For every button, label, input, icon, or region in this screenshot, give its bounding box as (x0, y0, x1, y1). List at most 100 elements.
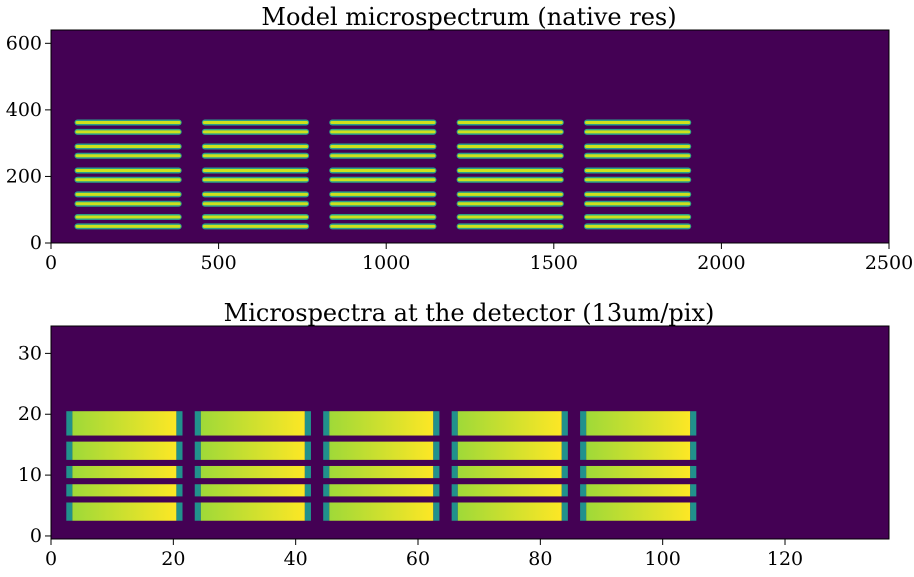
top-x-tick-label: 2500 (865, 252, 913, 274)
detector-edge-pixel (323, 502, 330, 521)
spectral-line (75, 144, 181, 148)
spectral-line (202, 168, 309, 172)
spectral-line (202, 121, 309, 125)
spectral-line (457, 154, 563, 158)
detector-edge-pixel (176, 484, 183, 497)
spectral-line (202, 192, 309, 196)
top-plot-title: Model microspectrum (native res) (261, 3, 676, 31)
bottom-y-tick-label: 20 (18, 403, 42, 425)
detector-edge-pixel (323, 411, 330, 436)
detector-edge-pixel (580, 411, 587, 436)
detector-edge-pixel (451, 441, 458, 460)
spectral-line (584, 178, 691, 182)
top-x-tick-label: 1500 (530, 252, 578, 274)
detector-spectrum-block (200, 502, 305, 521)
detector-edge-pixel (304, 411, 311, 436)
detector-edge-pixel (690, 411, 697, 436)
top-x-tick-label: 1000 (362, 252, 410, 274)
detector-spectrum-block (329, 411, 434, 436)
spectral-line (457, 121, 563, 125)
detector-edge-pixel (580, 465, 587, 479)
detector-edge-pixel (690, 441, 697, 460)
spectral-line (457, 215, 563, 219)
detector-edge-pixel (561, 484, 568, 497)
bottom-x-tick-label: 120 (767, 548, 803, 570)
detector-edge-pixel (176, 465, 183, 479)
detector-spectrum-block (72, 411, 177, 436)
detector-edge-pixel (561, 411, 568, 436)
bottom-y-tick-label: 0 (30, 525, 42, 547)
detector-edge-pixel (194, 465, 201, 479)
detector-edge-pixel (580, 441, 587, 460)
detector-spectrum-block (329, 484, 434, 497)
bottom-x-tick-label: 0 (45, 548, 57, 570)
spectral-line (75, 178, 181, 182)
spectral-line (584, 224, 691, 228)
spectral-line (75, 168, 181, 172)
spectral-line (330, 121, 436, 125)
detector-edge-pixel (433, 441, 440, 460)
spectral-line (584, 168, 691, 172)
detector-edge-pixel (304, 484, 311, 497)
detector-spectrum-block (329, 441, 434, 460)
spectral-line (330, 144, 436, 148)
spectral-line (202, 202, 309, 206)
bottom-x-tick-label: 40 (284, 548, 308, 570)
spectral-line (330, 168, 436, 172)
bottom-plot-title: Microspectra at the detector (13um/pix) (224, 299, 715, 327)
bottom-plot: 0 20 40 60 80 100 120 0 10 20 30 (18, 325, 890, 570)
spectral-line (330, 130, 436, 134)
spectral-line (584, 121, 691, 125)
detector-edge-pixel (561, 465, 568, 479)
detector-edge-pixel (690, 465, 697, 479)
bottom-plot-detector-pixels (66, 411, 697, 521)
top-x-tick-label: 2000 (697, 252, 745, 274)
top-y-tick-label: 400 (6, 99, 42, 121)
detector-edge-pixel (580, 502, 587, 521)
detector-spectrum-block (329, 502, 434, 521)
detector-edge-pixel (433, 411, 440, 436)
detector-edge-pixel (690, 484, 697, 497)
detector-spectrum-block (200, 465, 305, 479)
spectral-line (584, 154, 691, 158)
detector-spectrum-block (72, 484, 177, 497)
top-y-tick-label: 0 (30, 232, 42, 254)
detector-edge-pixel (194, 441, 201, 460)
spectral-line (457, 144, 563, 148)
spectral-line (584, 202, 691, 206)
detector-edge-pixel (580, 484, 587, 497)
spectral-line (75, 224, 181, 228)
detector-spectrum-block (72, 502, 177, 521)
bottom-x-tick-label: 100 (645, 548, 681, 570)
spectral-line (202, 215, 309, 219)
top-y-tick-label: 200 (6, 165, 42, 187)
detector-edge-pixel (561, 502, 568, 521)
spectral-line (330, 215, 436, 219)
detector-spectrum-block (457, 484, 562, 497)
spectral-line (75, 121, 181, 125)
detector-spectrum-block (200, 484, 305, 497)
top-plot-axes: 0 500 1000 1500 2000 2500 0 200 400 600 (6, 29, 913, 274)
detector-spectrum-block (72, 441, 177, 460)
spectral-line (202, 154, 309, 158)
detector-spectrum-block (586, 484, 691, 497)
detector-edge-pixel (433, 502, 440, 521)
detector-edge-pixel (176, 502, 183, 521)
detector-edge-pixel (323, 484, 330, 497)
spectral-line (202, 224, 309, 228)
detector-edge-pixel (561, 441, 568, 460)
detector-edge-pixel (304, 502, 311, 521)
detector-spectrum-block (586, 441, 691, 460)
top-x-tick-label: 0 (45, 252, 57, 274)
spectral-line (457, 168, 563, 172)
detector-edge-pixel (323, 441, 330, 460)
detector-edge-pixel (451, 411, 458, 436)
spectral-line (457, 224, 563, 228)
spectral-line (330, 154, 436, 158)
detector-edge-pixel (451, 484, 458, 497)
spectral-line (330, 178, 436, 182)
spectral-line (330, 192, 436, 196)
spectral-line (202, 178, 309, 182)
spectral-line (584, 192, 691, 196)
